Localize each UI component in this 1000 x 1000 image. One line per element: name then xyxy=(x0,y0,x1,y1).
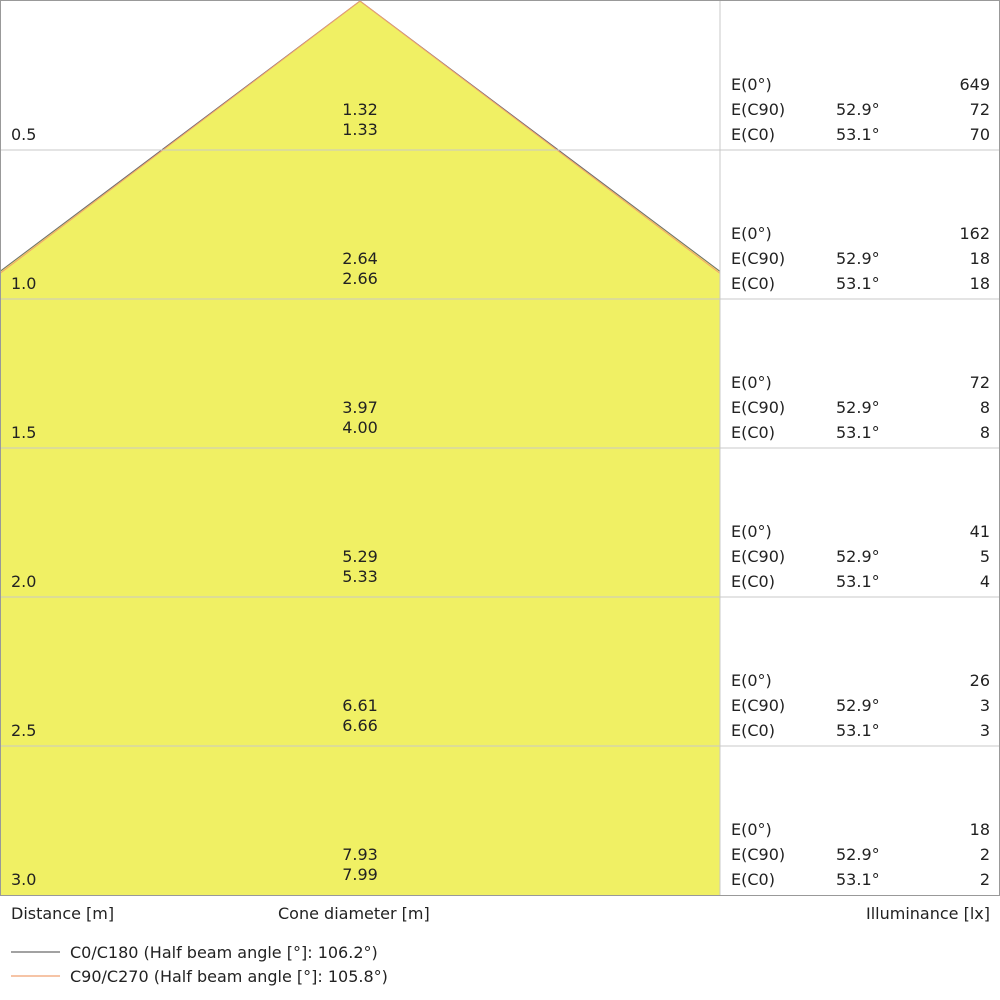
e0-label: E(0°) xyxy=(731,522,772,541)
ec0-value: 8 xyxy=(980,423,990,442)
cone-diameter-c90-label: 6.61 xyxy=(342,696,378,715)
cone-diameter-c90-label: 1.32 xyxy=(342,100,378,119)
angle-c90-label: 52.9° xyxy=(836,249,880,268)
angle-c90-label: 52.9° xyxy=(836,547,880,566)
ec0-value: 3 xyxy=(980,721,990,740)
cone-diameter-c0-label: 5.33 xyxy=(342,567,378,586)
ec90-value: 72 xyxy=(970,100,990,119)
angle-c0-label: 53.1° xyxy=(836,721,880,740)
distance-tick-label: 2.0 xyxy=(11,572,36,591)
cone-diameter-c90-label: 3.97 xyxy=(342,398,378,417)
legend-entry: C90/C270 (Half beam angle [°]: 105.8°) xyxy=(70,967,388,986)
e0-value: 41 xyxy=(970,522,990,541)
distance-tick-label: 2.5 xyxy=(11,721,36,740)
cone-diameter-c90-label: 5.29 xyxy=(342,547,378,566)
distance-tick-label: 3.0 xyxy=(11,870,36,889)
angle-c90-label: 52.9° xyxy=(836,398,880,417)
ec0-label: E(C0) xyxy=(731,274,775,293)
cone-diameter-c0-label: 7.99 xyxy=(342,865,378,884)
cone-diameter-axis-label: Cone diameter [m] xyxy=(278,904,430,923)
cone-diameter-c0-label: 6.66 xyxy=(342,716,378,735)
distance-tick-label: 0.5 xyxy=(11,125,36,144)
ec0-label: E(C0) xyxy=(731,870,775,889)
ec0-value: 2 xyxy=(980,870,990,889)
distance-tick-label: 1.0 xyxy=(11,274,36,293)
ec0-label: E(C0) xyxy=(731,572,775,591)
ec90-label: E(C90) xyxy=(731,547,785,566)
cone-diameter-c90-label: 7.93 xyxy=(342,845,378,864)
legend-entry: C0/C180 (Half beam angle [°]: 106.2°) xyxy=(70,943,378,962)
e0-label: E(0°) xyxy=(731,671,772,690)
e0-label: E(0°) xyxy=(731,75,772,94)
ec90-label: E(C90) xyxy=(731,696,785,715)
angle-c90-label: 52.9° xyxy=(836,100,880,119)
angle-c90-label: 52.9° xyxy=(836,696,880,715)
e0-value: 72 xyxy=(970,373,990,392)
cone-diameter-c0-label: 2.66 xyxy=(342,269,378,288)
e0-value: 162 xyxy=(959,224,990,243)
ec0-label: E(C0) xyxy=(731,721,775,740)
ec90-label: E(C90) xyxy=(731,845,785,864)
ec90-value: 3 xyxy=(980,696,990,715)
ec90-value: 8 xyxy=(980,398,990,417)
ec0-label: E(C0) xyxy=(731,423,775,442)
ec0-value: 18 xyxy=(970,274,990,293)
angle-c90-label: 52.9° xyxy=(836,845,880,864)
ec90-label: E(C90) xyxy=(731,249,785,268)
distance-tick-label: 1.5 xyxy=(11,423,36,442)
angle-c0-label: 53.1° xyxy=(836,423,880,442)
ec0-label: E(C0) xyxy=(731,125,775,144)
angle-c0-label: 53.1° xyxy=(836,274,880,293)
e0-label: E(0°) xyxy=(731,224,772,243)
cone-diameter-c0-label: 4.00 xyxy=(342,418,378,437)
ec0-value: 70 xyxy=(970,125,990,144)
distance-axis-label: Distance [m] xyxy=(11,904,114,923)
e0-label: E(0°) xyxy=(731,373,772,392)
e0-value: 649 xyxy=(959,75,990,94)
e0-value: 18 xyxy=(970,820,990,839)
e0-value: 26 xyxy=(970,671,990,690)
ec90-value: 18 xyxy=(970,249,990,268)
angle-c0-label: 53.1° xyxy=(836,870,880,889)
illuminance-axis-label: Illuminance [lx] xyxy=(866,904,990,923)
angle-c0-label: 53.1° xyxy=(836,572,880,591)
ec90-label: E(C90) xyxy=(731,100,785,119)
angle-c0-label: 53.1° xyxy=(836,125,880,144)
ec90-value: 2 xyxy=(980,845,990,864)
cone-diameter-c0-label: 1.33 xyxy=(342,120,378,139)
ec90-value: 5 xyxy=(980,547,990,566)
ec90-label: E(C90) xyxy=(731,398,785,417)
cone-diameter-c90-label: 2.64 xyxy=(342,249,378,268)
e0-label: E(0°) xyxy=(731,820,772,839)
ec0-value: 4 xyxy=(980,572,990,591)
